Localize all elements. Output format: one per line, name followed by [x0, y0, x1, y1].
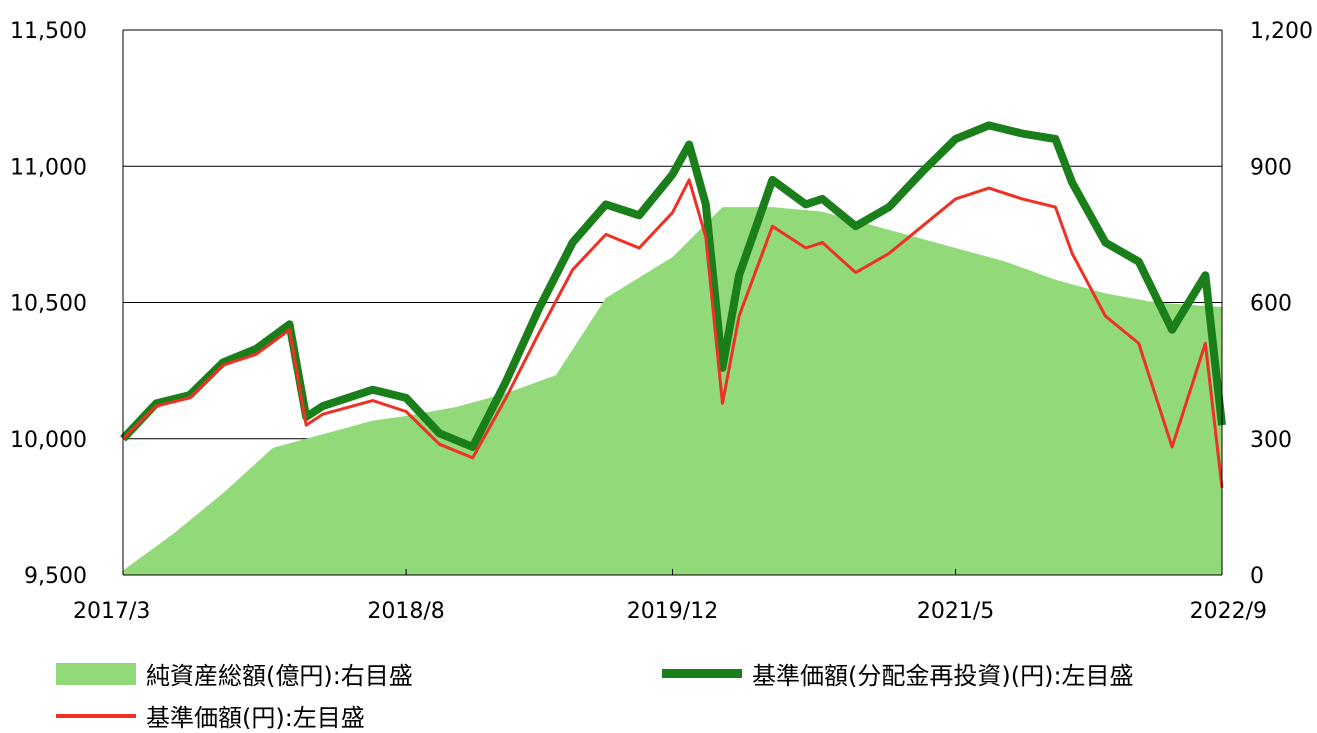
legend-nav-reinvest: 基準価額(分配金再投資)(円):左目盛 — [662, 656, 1134, 691]
y-axis-right-labels: 0 300 600 900 1,200 — [1250, 19, 1313, 589]
x-tick-label: 2021/5 — [917, 599, 994, 624]
y-right-tick-label: 1,200 — [1250, 19, 1313, 44]
legend-nav-label: 基準価額(円):左目盛 — [146, 704, 365, 732]
y-right-tick-label: 900 — [1250, 155, 1292, 180]
y-right-tick-label: 600 — [1250, 292, 1292, 317]
nav-line — [121, 178, 1224, 488]
nav-reinvest-line — [120, 121, 1226, 451]
y-left-tick-label: 10,000 — [10, 428, 87, 453]
y-axis-left-labels: 9,500 10,000 10,500 11,000 11,500 — [10, 19, 87, 589]
axes — [122, 30, 1223, 576]
y-left-tick-label: 9,500 — [24, 564, 87, 589]
y-right-tick-label: 0 — [1250, 564, 1264, 589]
x-tick-label: 2019/12 — [627, 599, 718, 624]
legend-aum-label: 純資産総額(億円):右目盛 — [146, 662, 413, 690]
y-left-tick-label: 10,500 — [10, 292, 87, 317]
y-left-tick-label: 11,000 — [10, 155, 87, 180]
legend-nav-reinvest-swatch — [662, 669, 742, 678]
legend-aum-swatch — [56, 662, 136, 685]
legend-aum: 純資産総額(億円):右目盛 — [56, 656, 413, 691]
aum-area — [123, 207, 1222, 575]
legend-nav-reinvest-label: 基準価額(分配金再投資)(円):左目盛 — [752, 662, 1134, 690]
y-right-tick-label: 300 — [1250, 428, 1292, 453]
x-tick-label: 2017/3 — [73, 599, 150, 624]
legend-nav: 基準価額(円):左目盛 — [56, 698, 365, 733]
x-axis-labels: 2017/3 2018/8 2019/12 2021/5 2022/9 — [73, 599, 1267, 624]
legend-nav-swatch — [56, 713, 136, 718]
y-left-tick-label: 11,500 — [10, 19, 87, 44]
x-tick-label: 2018/8 — [367, 599, 444, 624]
x-tick-label: 2022/9 — [1190, 599, 1267, 624]
